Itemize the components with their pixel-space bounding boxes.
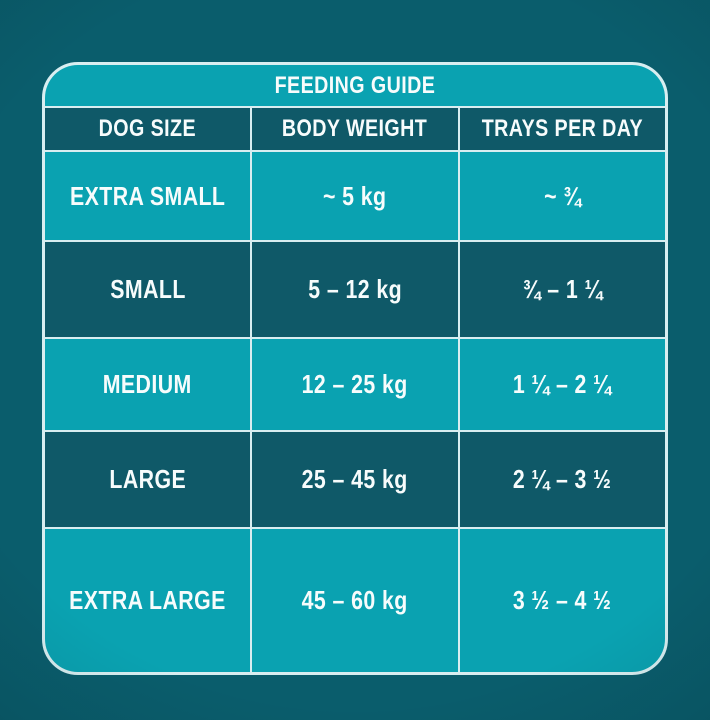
table-title-bar: FEEDING GUIDE xyxy=(45,65,665,106)
column-header-label: DOG SIZE xyxy=(98,115,197,142)
cell-trays-per-day: ~ ¾ xyxy=(459,152,665,240)
cell-body-weight: 5 – 12 kg xyxy=(252,242,458,337)
feeding-guide-card: FEEDING GUIDE DOG SIZE BODY WEIGHT TRAYS… xyxy=(42,62,668,675)
column-header-label: BODY WEIGHT xyxy=(282,115,428,142)
cell-dog-size: EXTRA SMALL xyxy=(45,152,251,240)
cell-trays-per-day: 2 ¼ – 3 ½ xyxy=(459,432,665,527)
body-weight-value: 5 – 12 kg xyxy=(308,274,402,304)
column-header-dog-size: DOG SIZE xyxy=(45,108,251,150)
column-header-body-weight: BODY WEIGHT xyxy=(252,108,458,150)
trays-per-day-value: 2 ¼ – 3 ½ xyxy=(513,464,612,494)
dog-size-value: SMALL xyxy=(109,274,186,304)
trays-per-day-value: 3 ½ – 4 ½ xyxy=(513,585,612,615)
column-header-label: TRAYS PER DAY xyxy=(481,115,644,142)
cell-trays-per-day: 3 ½ – 4 ½ xyxy=(459,529,665,672)
dog-size-value: EXTRA LARGE xyxy=(69,585,226,615)
trays-per-day-value: ¾ – 1 ¼ xyxy=(522,274,603,304)
cell-dog-size: EXTRA LARGE xyxy=(45,529,251,672)
cell-dog-size: LARGE xyxy=(45,432,251,527)
column-header-trays-per-day: TRAYS PER DAY xyxy=(459,108,665,150)
table-title: FEEDING GUIDE xyxy=(274,71,436,99)
body-weight-value: ~ 5 kg xyxy=(323,180,387,211)
trays-per-day-value: 1 ¼ – 2 ¼ xyxy=(513,369,612,399)
cell-body-weight: ~ 5 kg xyxy=(252,152,458,240)
dog-size-value: MEDIUM xyxy=(103,369,193,399)
cell-body-weight: 25 – 45 kg xyxy=(252,432,458,527)
cell-trays-per-day: 1 ¼ – 2 ¼ xyxy=(459,339,665,430)
body-weight-value: 25 – 45 kg xyxy=(301,464,409,494)
cell-trays-per-day: ¾ – 1 ¼ xyxy=(459,242,665,337)
body-weight-value: 12 – 25 kg xyxy=(301,369,409,399)
cell-body-weight: 45 – 60 kg xyxy=(252,529,458,672)
body-weight-value: 45 – 60 kg xyxy=(301,585,409,615)
trays-per-day-value: ~ ¾ xyxy=(543,180,582,211)
cell-dog-size: MEDIUM xyxy=(45,339,251,430)
cell-body-weight: 12 – 25 kg xyxy=(252,339,458,430)
cell-dog-size: SMALL xyxy=(45,242,251,337)
dog-size-value: EXTRA SMALL xyxy=(70,180,226,211)
dog-size-value: LARGE xyxy=(109,464,186,494)
